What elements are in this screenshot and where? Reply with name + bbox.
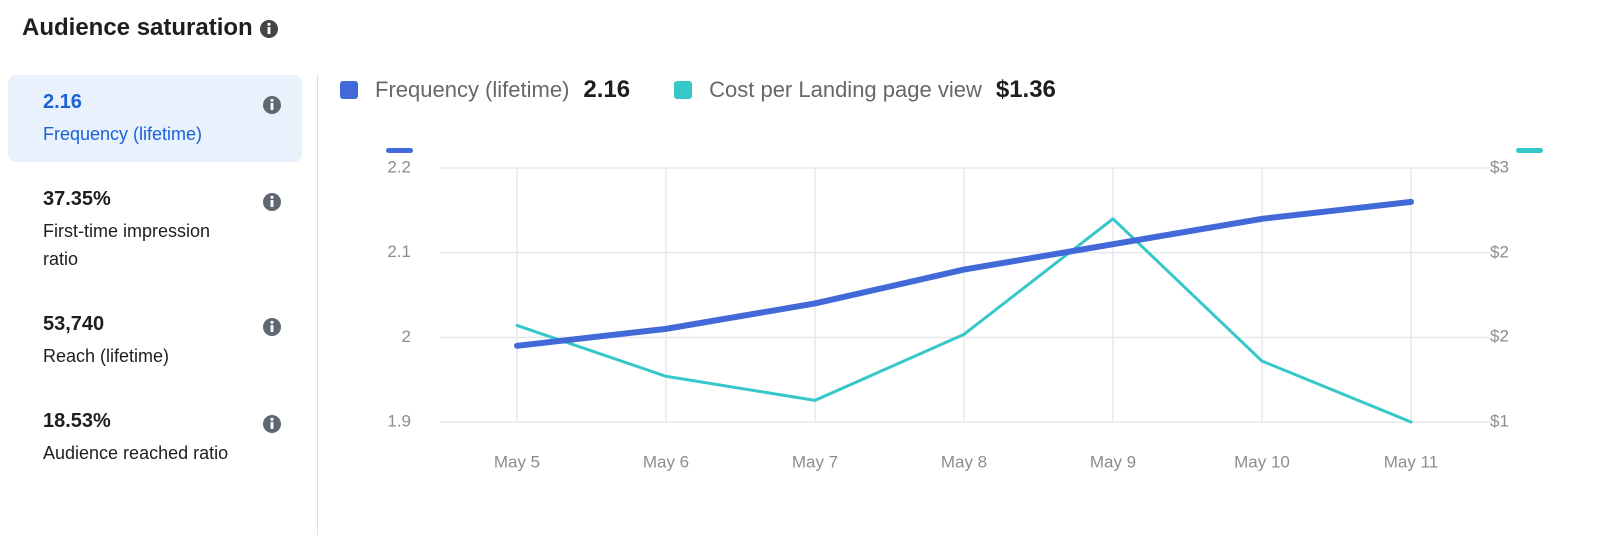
section-title: Audience saturation <box>22 14 279 42</box>
metric-value: 53,740 <box>43 313 105 335</box>
metric-list: 2.16 Frequency (lifetime) 37.35% First-time… <box>8 75 302 491</box>
legend-swatch <box>674 81 693 99</box>
metric-card[interactable]: 37.35% First-time impression ratio <box>8 172 302 287</box>
metric-label: First-time impression ratio <box>43 221 211 269</box>
metric-card[interactable]: 2.16 Frequency (lifetime) <box>8 75 302 162</box>
legend-label: Frequency (lifetime) <box>375 77 570 102</box>
legend-label: Cost per Landing page view <box>709 77 982 102</box>
metric-value: 2.16 <box>43 91 82 113</box>
metric-card[interactable]: 53,740 Reach (lifetime) <box>8 297 302 384</box>
metric-label: Reach (lifetime) <box>43 346 170 366</box>
x-tick-label: May 8 <box>941 452 987 471</box>
y2-tick-label: $1 <box>1490 411 1509 430</box>
info-icon[interactable] <box>262 95 282 115</box>
metric-label: Frequency (lifetime) <box>43 124 203 144</box>
info-icon[interactable] <box>259 19 279 39</box>
x-tick-label: May 6 <box>643 452 689 471</box>
series-line <box>515 217 1413 424</box>
info-icon[interactable] <box>262 414 282 434</box>
y2-tick-label: $2 <box>1490 243 1509 262</box>
y2-tick-label: $3 <box>1490 157 1509 176</box>
y-tick-label: 2 <box>402 327 411 346</box>
divider <box>317 75 318 535</box>
x-tick-label: May 7 <box>792 452 838 471</box>
y2-tick-label: $2 <box>1490 326 1509 345</box>
metric-value: 37.35% <box>43 188 111 210</box>
x-tick-label: May 10 <box>1234 452 1290 471</box>
x-tick-label: May 11 <box>1384 452 1439 471</box>
title-text: Audience saturation <box>22 14 253 41</box>
legend-summary: 2.16 <box>583 76 631 103</box>
info-icon[interactable] <box>262 317 282 337</box>
legend-swatch <box>340 81 358 99</box>
x-tick-label: May 9 <box>1090 452 1136 471</box>
metric-value: 18.53% <box>43 410 111 432</box>
x-tick-label: May 5 <box>494 452 540 471</box>
metric-label: Audience reached ratio <box>43 443 229 463</box>
legend: Frequency (lifetime) 2.16 Cost per Landing… <box>340 76 1100 104</box>
legend-summary: $1.36 <box>995 76 1056 103</box>
info-icon[interactable] <box>262 192 282 212</box>
axis-color-key <box>1516 148 1543 153</box>
y-tick-label: 1.9 <box>387 411 411 430</box>
axis-color-key <box>386 148 413 153</box>
metric-card[interactable]: 18.53% Audience reached ratio <box>8 394 302 481</box>
y-tick-label: 2.2 <box>387 157 411 176</box>
series-line <box>514 198 1414 349</box>
y-tick-label: 2.1 <box>387 242 411 261</box>
